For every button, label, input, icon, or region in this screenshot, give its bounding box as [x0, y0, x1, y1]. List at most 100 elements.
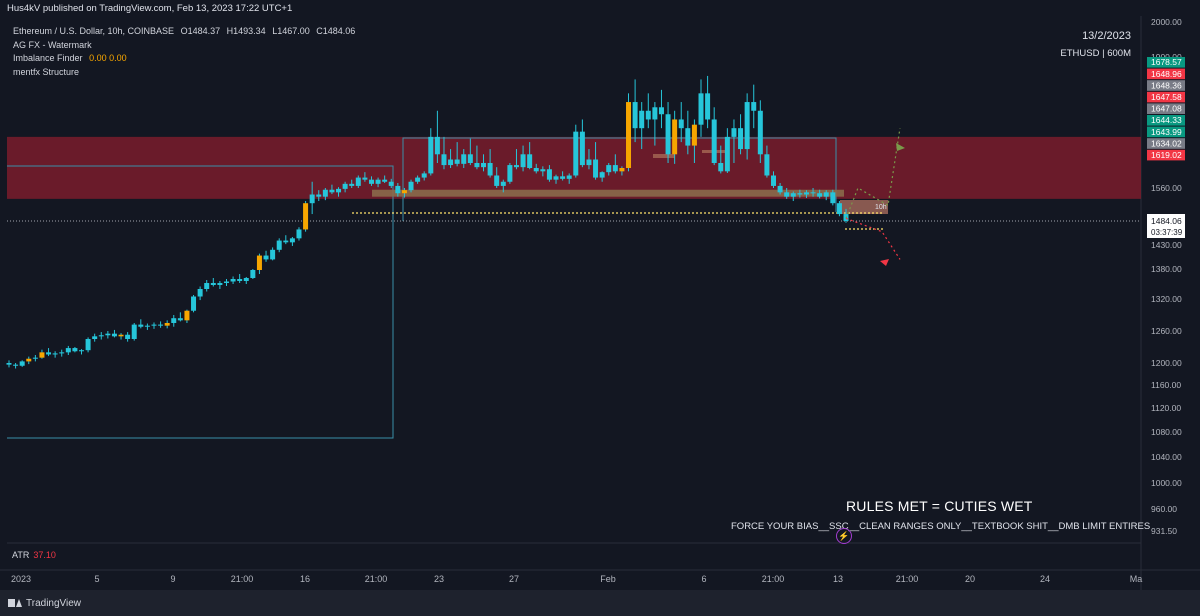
candle-body[interactable] [803, 192, 809, 195]
candle-body[interactable] [738, 128, 744, 150]
candle-body[interactable] [757, 110, 763, 155]
candle-body[interactable] [645, 110, 651, 120]
candle-body[interactable] [626, 102, 632, 168]
candle-body[interactable] [546, 169, 552, 180]
price-tag[interactable] [1147, 149, 1185, 161]
candle-body[interactable] [698, 93, 704, 125]
candle-body[interactable] [13, 364, 19, 366]
candle-body[interactable] [474, 163, 480, 168]
legend-indicator-imbalance[interactable]: Imbalance Finder [13, 53, 83, 63]
bearish-projection[interactable] [845, 217, 901, 260]
current-price-box[interactable] [1147, 214, 1185, 238]
time-axis-label[interactable]: 21:00 [365, 574, 388, 584]
candle-body[interactable] [243, 278, 249, 281]
candle-body[interactable] [467, 154, 473, 163]
candle-body[interactable] [454, 159, 460, 164]
candle-body[interactable] [797, 193, 803, 195]
candle-body[interactable] [586, 159, 592, 166]
candle-body[interactable] [665, 114, 671, 155]
atr-label[interactable]: ATR [12, 550, 30, 560]
candle-body[interactable] [652, 107, 658, 120]
candle-body[interactable] [421, 173, 427, 178]
time-axis-label[interactable]: 5 [94, 574, 99, 584]
candle-body[interactable] [263, 255, 269, 260]
candle-body[interactable] [500, 181, 506, 186]
candle-body[interactable] [32, 357, 38, 359]
candle-body[interactable] [26, 358, 32, 362]
candle-body[interactable] [6, 363, 12, 365]
candle-body[interactable] [810, 192, 816, 194]
candle-body[interactable] [217, 283, 223, 285]
candle-body[interactable] [85, 339, 91, 351]
candle-body[interactable] [494, 175, 500, 186]
time-axis-label[interactable]: 2023 [11, 574, 31, 584]
candle-body[interactable] [401, 190, 407, 194]
candle-body[interactable] [784, 192, 790, 197]
time-axis-label[interactable]: 9 [170, 574, 175, 584]
tradingview-logo[interactable]: TradingView [8, 598, 81, 609]
candle-body[interactable] [817, 193, 823, 197]
candle-body[interactable] [191, 296, 197, 311]
candle-body[interactable] [336, 188, 342, 193]
candle-body[interactable] [164, 323, 170, 326]
chart-pane[interactable] [7, 16, 1141, 568]
candle-body[interactable] [131, 324, 137, 339]
candle-body[interactable] [197, 289, 203, 297]
candle-body[interactable] [177, 318, 183, 321]
candle-body[interactable] [138, 324, 144, 327]
candle-body[interactable] [711, 119, 717, 163]
price-tag[interactable] [1147, 138, 1185, 149]
legend-indicator-structure[interactable]: mentfx Structure [13, 66, 80, 77]
candle-body[interactable] [368, 179, 374, 184]
candle-body[interactable] [72, 348, 78, 352]
candle-body[interactable] [105, 333, 111, 336]
candle-body[interactable] [448, 159, 454, 166]
time-axis-label[interactable]: 21:00 [896, 574, 919, 584]
candle-body[interactable] [744, 102, 750, 150]
candle-body[interactable] [507, 165, 513, 182]
candle-body[interactable] [382, 179, 388, 182]
candle-body[interactable] [487, 163, 493, 176]
candle-body[interactable] [724, 136, 730, 172]
candle-body[interactable] [144, 325, 150, 327]
candle-body[interactable] [303, 203, 309, 230]
candle-body[interactable] [830, 192, 836, 204]
price-tag[interactable] [1147, 57, 1185, 68]
candle-body[interactable] [388, 181, 394, 186]
candle-body[interactable] [78, 350, 84, 352]
candle-body[interactable] [52, 353, 58, 355]
candle-body[interactable] [98, 335, 104, 337]
candle-body[interactable] [691, 124, 697, 146]
candle-body[interactable] [39, 352, 45, 358]
candle-body[interactable] [612, 165, 618, 172]
time-axis-label[interactable]: 20 [965, 574, 975, 584]
candle-body[interactable] [362, 177, 368, 180]
candle-body[interactable] [836, 203, 842, 215]
candle-body[interactable] [283, 240, 289, 243]
candle-body[interactable] [316, 194, 322, 197]
candle-body[interactable] [678, 119, 684, 129]
structure-box-right[interactable] [402, 137, 837, 221]
candle-body[interactable] [632, 102, 638, 129]
price-tag[interactable] [1147, 80, 1185, 91]
candle-body[interactable] [658, 107, 664, 115]
candle-body[interactable] [349, 183, 355, 186]
time-axis-label[interactable]: Ma [1130, 574, 1143, 584]
bullish-projection[interactable] [845, 128, 901, 219]
legend-indicator-watermark[interactable]: AG FX - Watermark [13, 39, 92, 50]
candle-body[interactable] [599, 172, 605, 178]
candle-body[interactable] [289, 238, 295, 243]
candle-body[interactable] [790, 193, 796, 197]
candle-body[interactable] [59, 352, 65, 354]
candle-body[interactable] [579, 131, 585, 166]
candle-body[interactable] [342, 183, 348, 189]
time-axis-label[interactable]: 13 [833, 574, 843, 584]
time-axis-label[interactable]: 23 [434, 574, 444, 584]
candle-body[interactable] [158, 324, 164, 326]
candle-body[interactable] [118, 334, 124, 337]
time-axis-label[interactable]: 27 [509, 574, 519, 584]
candle-body[interactable] [223, 281, 229, 284]
time-axis-label[interactable]: Feb [600, 574, 616, 584]
candle-body[interactable] [125, 334, 131, 339]
